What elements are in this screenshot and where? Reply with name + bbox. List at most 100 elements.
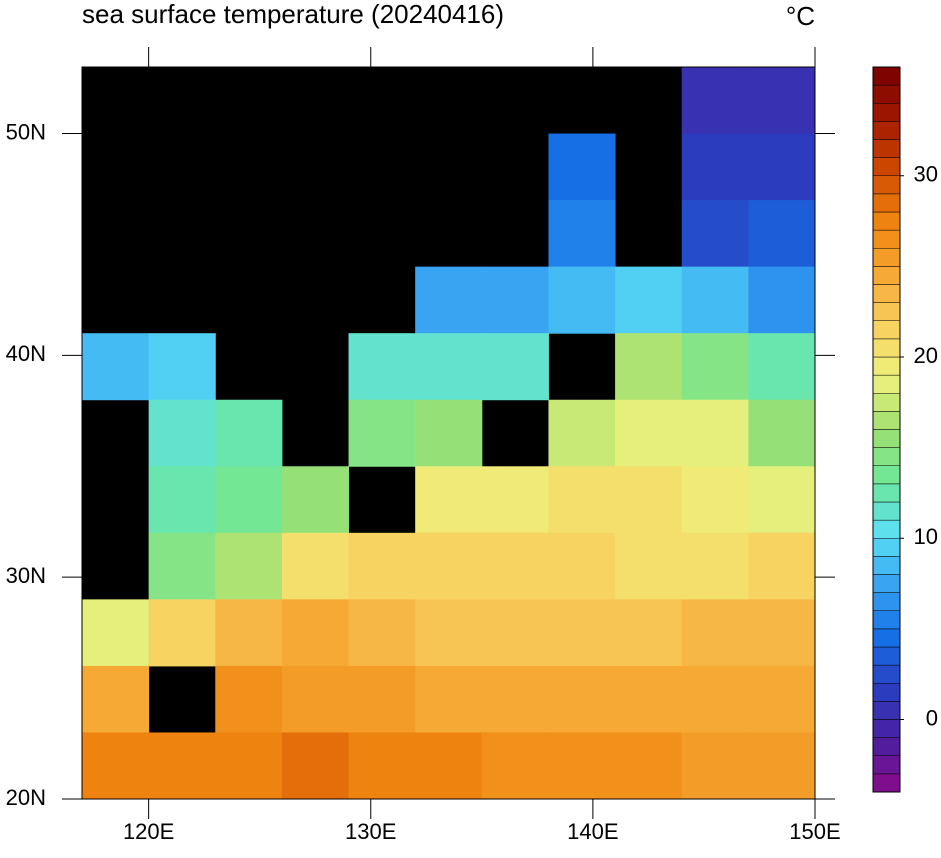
- colorbar-segment: [872, 483, 901, 503]
- colorbar-segment: [872, 592, 901, 611]
- sst-cell: [281, 532, 350, 600]
- colorbar-segment: [872, 465, 901, 485]
- sst-cell: [148, 466, 216, 534]
- sst-cell: [215, 532, 283, 600]
- sst-cell: [681, 67, 749, 135]
- sst-cell: [615, 266, 683, 334]
- colorbar-segment: [872, 556, 901, 575]
- colorbar-segment: [872, 664, 901, 684]
- colorbar-segment: [872, 103, 901, 122]
- sst-cell: [415, 665, 483, 733]
- sst-cell: [348, 732, 416, 800]
- colorbar-segment: [872, 501, 901, 521]
- colorbar-segment: [872, 157, 901, 176]
- map-frame: [81, 66, 816, 800]
- sst-cell: [615, 532, 683, 600]
- sst-cell: [481, 333, 549, 401]
- colorbar-segment: [872, 628, 901, 648]
- sst-cell: [348, 665, 416, 733]
- sst-cell: [548, 466, 616, 534]
- sst-cell: [548, 532, 616, 600]
- sst-cell: [215, 599, 283, 667]
- colorbar-segment: [872, 121, 901, 140]
- sst-cell: [681, 732, 749, 800]
- colorbar-segment: [872, 519, 901, 539]
- sst-cell: [615, 399, 683, 467]
- sst-cell: [548, 266, 616, 334]
- y-tick-label: 20N: [6, 785, 46, 810]
- x-tick-label: 130E: [345, 819, 396, 844]
- sst-cell: [748, 466, 816, 534]
- sst-cell: [82, 665, 150, 733]
- sst-cell: [748, 532, 816, 600]
- sst-cell: [415, 532, 483, 600]
- sst-cell: [548, 133, 616, 201]
- colorbar-segment: [872, 701, 901, 720]
- colorbar-segment: [872, 574, 901, 593]
- sst-cell: [681, 133, 749, 201]
- colorbar-segment: [872, 737, 901, 756]
- colorbar-segment: [872, 266, 901, 285]
- sst-cell: [748, 266, 816, 334]
- colorbar-segment: [872, 447, 901, 466]
- sst-cell: [415, 599, 483, 667]
- sst-cell: [615, 665, 683, 733]
- sst-cell: [148, 333, 216, 401]
- colorbar-segment: [872, 646, 901, 666]
- sst-cell: [348, 399, 416, 467]
- sst-cell: [615, 599, 683, 667]
- colorbar-segment: [872, 229, 901, 249]
- sst-cell: [681, 532, 749, 600]
- x-tick-label: 150E: [789, 819, 840, 844]
- sst-cell: [348, 599, 416, 667]
- colorbar-segment: [872, 211, 901, 231]
- sst-cell: [148, 532, 216, 600]
- sst-cell: [548, 599, 616, 667]
- sst-cell: [215, 399, 283, 467]
- sst-cell: [348, 333, 416, 401]
- colorbar-tick-label: 10: [914, 524, 938, 549]
- y-tick-label: 50N: [6, 119, 46, 144]
- sst-cell: [281, 466, 350, 534]
- sst-cell: [481, 599, 549, 667]
- sst-cell: [681, 665, 749, 733]
- sst-cell: [281, 599, 350, 667]
- sst-cell: [215, 665, 283, 733]
- colorbar-segment: [872, 193, 901, 213]
- unit-label: °C: [786, 1, 815, 31]
- sst-cell: [481, 732, 549, 800]
- sst-cell: [548, 665, 616, 733]
- colorbar-segment: [872, 683, 901, 702]
- sst-cell: [748, 67, 816, 135]
- colorbar-segment: [872, 719, 901, 738]
- sst-cell: [82, 732, 150, 800]
- colorbar-segment: [872, 374, 901, 394]
- sst-cell: [415, 399, 483, 467]
- sst-cell: [148, 732, 216, 800]
- x-tick-label: 140E: [567, 819, 618, 844]
- sst-cell: [481, 266, 549, 334]
- sst-cell: [215, 732, 283, 800]
- colorbar-tick-label: 30: [914, 162, 938, 187]
- sst-cell: [415, 266, 483, 334]
- colorbar-segment: [872, 175, 901, 195]
- colorbar-segment: [872, 411, 901, 430]
- sst-cell: [481, 665, 549, 733]
- colorbar-tick-label: 20: [914, 343, 938, 368]
- colorbar-segment: [872, 338, 901, 358]
- sst-cell: [681, 333, 749, 401]
- colorbar-segment: [872, 773, 901, 793]
- sst-cell: [548, 732, 616, 800]
- colorbar-segment: [872, 248, 901, 267]
- sst-cell: [548, 200, 616, 268]
- colorbar-segment: [872, 393, 901, 412]
- colorbar-frame: [872, 66, 901, 793]
- colorbar-segment: [872, 284, 901, 303]
- chart-title: sea surface temperature (20240416): [82, 0, 504, 29]
- colorbar-segment: [872, 538, 901, 557]
- sst-cell: [615, 466, 683, 534]
- colorbar-segment: [872, 755, 901, 775]
- sst-cell: [148, 599, 216, 667]
- colorbar-segment: [872, 429, 901, 448]
- colorbar-segment: [872, 302, 901, 321]
